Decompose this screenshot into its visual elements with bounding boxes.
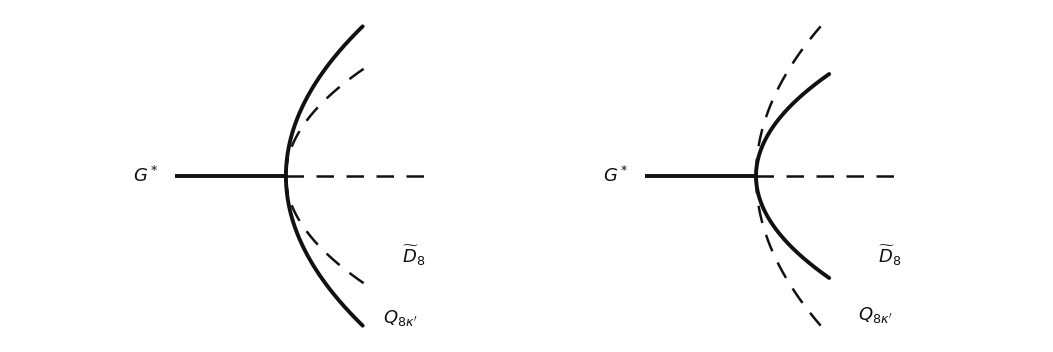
Text: $\widetilde{D}_8$: $\widetilde{D}_8$ xyxy=(878,244,901,268)
Text: $\widetilde{D}_8$: $\widetilde{D}_8$ xyxy=(402,244,425,268)
Text: $G^*$: $G^*$ xyxy=(133,166,158,186)
Text: $Q_{8\kappa^\prime}$: $Q_{8\kappa^\prime}$ xyxy=(383,308,418,328)
Text: $Q_{8\kappa^\prime}$: $Q_{8\kappa^\prime}$ xyxy=(858,304,893,325)
Text: $G^*$: $G^*$ xyxy=(603,166,629,186)
